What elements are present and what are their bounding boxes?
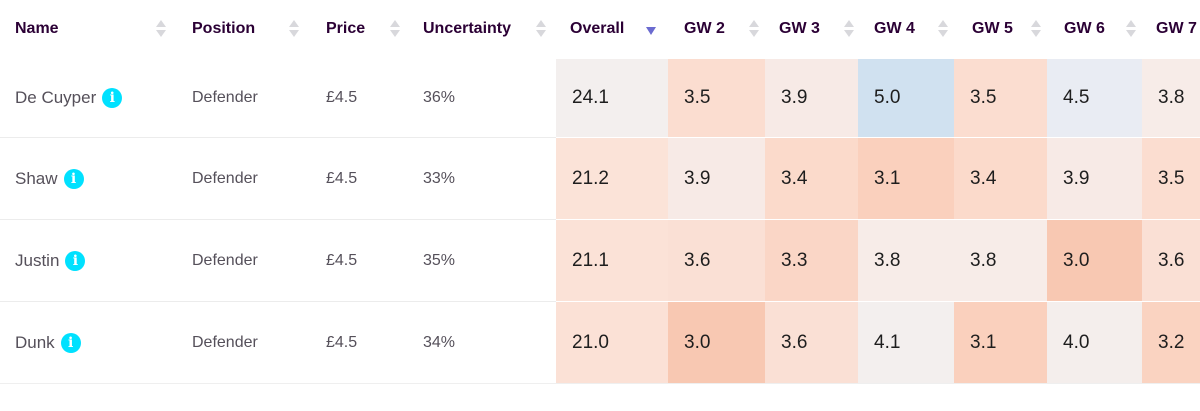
player-name: De Cuyper: [15, 88, 97, 107]
gw6-score: 3.9: [1047, 138, 1142, 219]
gw5-score: 3.5: [954, 59, 1047, 137]
column-header-gw6[interactable]: GW 6: [1064, 0, 1105, 58]
gw5-score: 3.4: [954, 138, 1047, 219]
player-name: Justin: [15, 250, 60, 270]
gw2-score: 3.5: [668, 59, 765, 137]
gw7-score: 3.2: [1142, 302, 1200, 383]
gw3-score: 3.3: [765, 220, 858, 301]
player-uncertainty: 35%: [423, 251, 456, 269]
gw2-score: 3.9: [668, 138, 765, 219]
player-name: Dunk: [15, 332, 55, 352]
column-header-gw5-label: GW 5: [972, 20, 1013, 37]
column-header-overall[interactable]: Overall: [570, 0, 624, 58]
column-header-price[interactable]: Price: [326, 0, 365, 58]
gw7-score: 3.6: [1142, 220, 1200, 301]
player-position: Defender: [192, 89, 258, 106]
gw7-score: 3.5: [1142, 138, 1200, 219]
gw6-score: 3.0: [1047, 220, 1142, 301]
player-price: £4.5: [326, 251, 358, 269]
row-divider: [0, 219, 556, 220]
column-header-gw4-label: GW 4: [874, 20, 915, 37]
player-name: Shaw: [15, 168, 58, 188]
player-position: Defender: [192, 251, 258, 269]
gw3-score: 3.6: [765, 302, 858, 383]
column-header-gw2-label: GW 2: [684, 20, 725, 37]
column-header-gw3-label: GW 3: [779, 20, 820, 37]
gw5-score: 3.1: [954, 302, 1047, 383]
column-header-uncertainty[interactable]: Uncertainty: [423, 0, 511, 58]
gw2-score: 3.6: [668, 220, 765, 301]
gw5-score: 3.8: [954, 220, 1047, 301]
column-header-gw6-label: GW 6: [1064, 20, 1105, 37]
gw6-score: 4.5: [1047, 59, 1142, 137]
sort-arrows-icon[interactable]: [156, 19, 166, 39]
gw3-score: 3.9: [765, 59, 858, 137]
info-icon[interactable]: i: [65, 250, 86, 271]
row-divider: [0, 301, 556, 302]
sort-descending-icon[interactable]: [646, 27, 656, 35]
column-header-gw5[interactable]: GW 5: [972, 0, 1013, 58]
overall-score: 21.2: [556, 138, 668, 219]
gw7-score: 3.8: [1142, 59, 1200, 137]
row-divider: [0, 137, 556, 138]
gw4-score: 3.1: [858, 138, 954, 219]
player-name-cell: De Cuyper i: [15, 59, 123, 137]
table-bottom-divider: [0, 383, 1200, 384]
player-position: Defender: [192, 169, 258, 187]
gw4-score: 5.0: [858, 59, 954, 137]
sort-arrows-icon[interactable]: [749, 19, 759, 39]
player-uncertainty: 36%: [423, 89, 456, 106]
sort-arrows-icon[interactable]: [536, 19, 546, 39]
column-header-gw2[interactable]: GW 2: [684, 0, 725, 58]
info-icon[interactable]: i: [60, 332, 81, 353]
column-header-position[interactable]: Position: [192, 0, 255, 58]
table-row[interactable]: Justin i Defender £4.5 35% 21.1 3.6 3.3 3.8 3.8 3.…: [0, 220, 1200, 302]
column-header-name[interactable]: Name: [15, 0, 59, 58]
sort-arrows-icon[interactable]: [1126, 19, 1136, 39]
sort-arrows-icon[interactable]: [938, 19, 948, 39]
player-name-cell: Shaw i: [15, 138, 84, 219]
column-header-name-label: Name: [15, 20, 59, 37]
overall-score: 21.0: [556, 302, 668, 383]
info-icon[interactable]: i: [63, 168, 84, 189]
table-header: Name Position Price Uncertainty Overall …: [0, 0, 1200, 58]
player-price: £4.5: [326, 333, 358, 351]
column-header-gw7[interactable]: GW 7: [1156, 0, 1197, 58]
column-header-gw7-label: GW 7: [1156, 20, 1197, 37]
player-uncertainty: 34%: [423, 333, 456, 351]
column-header-gw4[interactable]: GW 4: [874, 0, 915, 58]
player-name-cell: Justin i: [15, 220, 86, 301]
sort-arrows-icon[interactable]: [390, 19, 400, 39]
gw3-score: 3.4: [765, 138, 858, 219]
column-header-gw3[interactable]: GW 3: [779, 0, 820, 58]
info-icon[interactable]: i: [102, 88, 123, 108]
gw4-score: 4.1: [858, 302, 954, 383]
table-row[interactable]: De Cuyper i Defender £4.5 36% 24.1 3.5 3.9 5.0 3.…: [0, 59, 1200, 138]
player-uncertainty: 33%: [423, 169, 456, 187]
player-name-cell: Dunk i: [15, 302, 81, 383]
player-price: £4.5: [326, 89, 358, 106]
column-header-overall-label: Overall: [570, 20, 625, 37]
gw4-score: 3.8: [858, 220, 954, 301]
column-header-price-label: Price: [326, 20, 366, 37]
sort-arrows-icon[interactable]: [1031, 19, 1041, 39]
gw2-score: 3.0: [668, 302, 765, 383]
sort-arrows-icon[interactable]: [844, 19, 854, 39]
overall-score: 24.1: [556, 59, 668, 137]
column-header-position-label: Position: [192, 20, 256, 37]
column-header-uncertainty-label: Uncertainty: [423, 20, 512, 37]
sort-arrows-icon[interactable]: [289, 19, 299, 39]
player-price: £4.5: [326, 169, 358, 187]
gw6-score: 4.0: [1047, 302, 1142, 383]
player-position: Defender: [192, 333, 258, 351]
overall-score: 21.1: [556, 220, 668, 301]
table-row[interactable]: Shaw i Defender £4.5 33% 21.2 3.9 3.4 3.1 3.4 3.9 3…: [0, 138, 1200, 220]
table-row[interactable]: Dunk i Defender £4.5 34% 21.0 3.0 3.6 4.1 3.1 4.0 3…: [0, 302, 1200, 384]
